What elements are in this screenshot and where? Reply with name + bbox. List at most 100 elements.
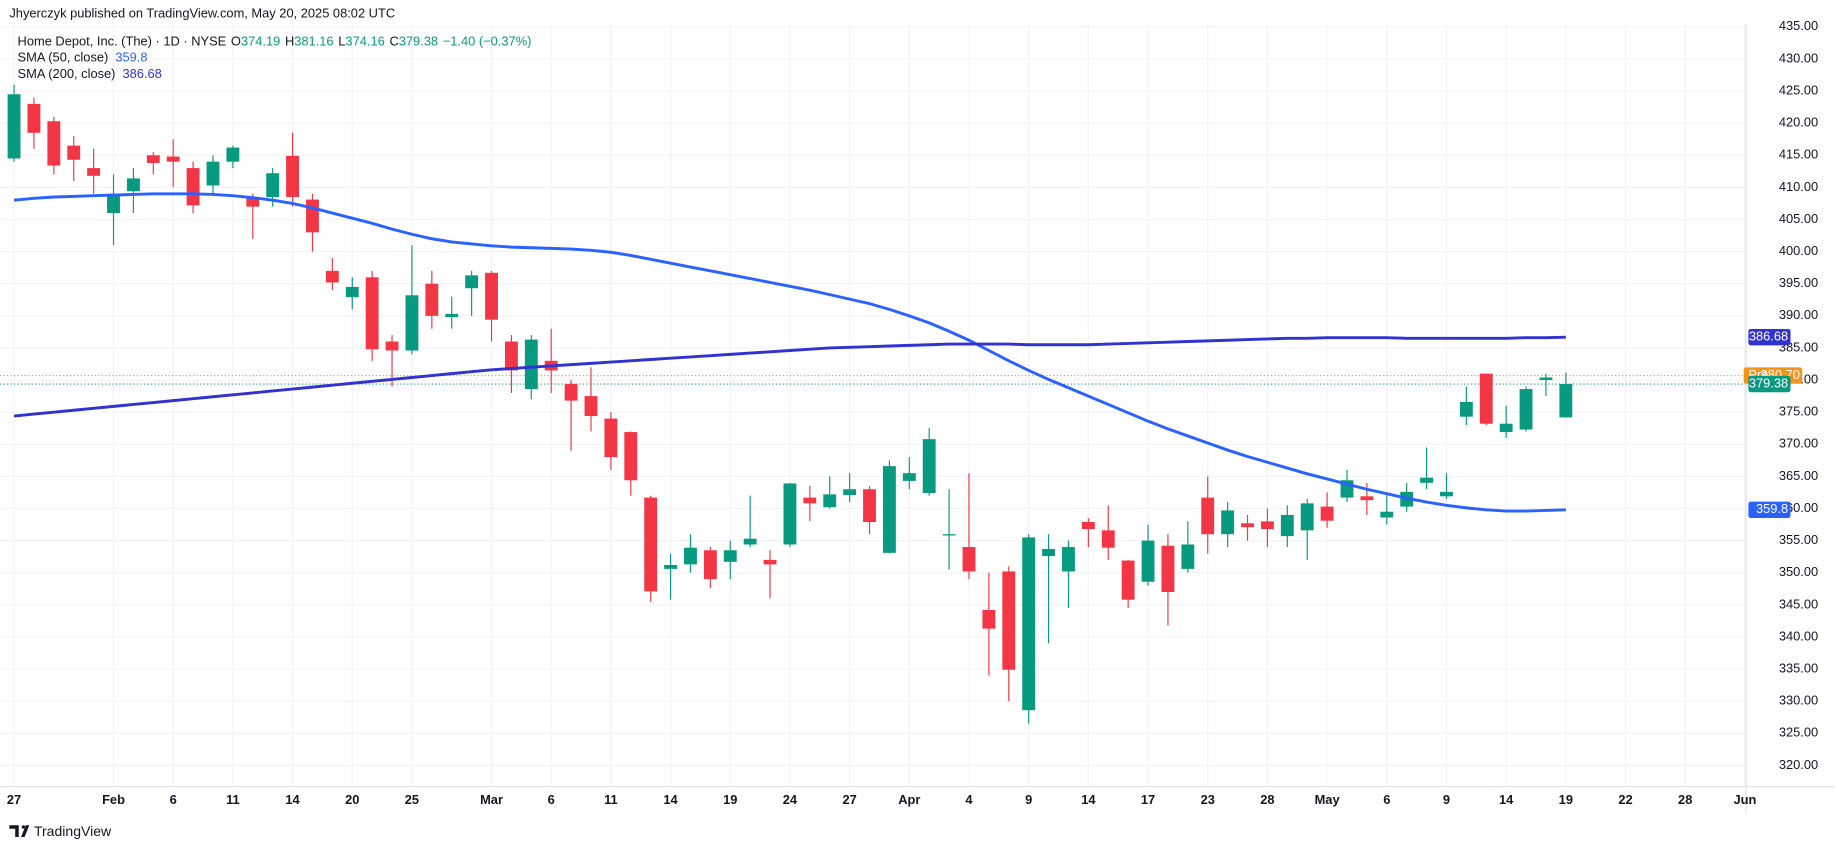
- legend-sma200: SMA (200, close) 386.68: [18, 66, 162, 81]
- candle-body: [1181, 544, 1195, 569]
- y-tick-label: 425.00: [1779, 82, 1818, 97]
- candle-body: [524, 339, 538, 390]
- candle-body: [47, 121, 61, 166]
- candle-body: [226, 147, 240, 162]
- x-tick-label: 27: [7, 792, 21, 807]
- sma-price-label-bg: [1748, 328, 1791, 346]
- x-tick-label: 28: [1260, 792, 1274, 807]
- header: Jhyerczyk published on TradingView.com, …: [9, 6, 395, 21]
- y-tick-label: 320.00: [1779, 757, 1818, 772]
- candle-body: [345, 286, 359, 298]
- x-tick-label: 9: [1443, 792, 1450, 807]
- legend-ohlc-value: 381.16: [294, 34, 333, 49]
- x-tick-label: Jun: [1733, 792, 1756, 807]
- y-tick-label: 340.00: [1779, 628, 1818, 643]
- y-tick-label: 415.00: [1779, 147, 1818, 162]
- candle-body: [1499, 423, 1513, 433]
- candle-body: [1042, 548, 1056, 557]
- legend-ohlc-prefix: L: [338, 34, 345, 49]
- x-tick-label: 9: [1025, 792, 1032, 807]
- candle-body: [246, 197, 260, 207]
- candle-body: [783, 483, 797, 545]
- candle-body: [206, 161, 220, 186]
- candle-body: [1360, 496, 1374, 501]
- x-tick-label: 19: [723, 792, 737, 807]
- y-tick-label: 400.00: [1779, 243, 1818, 258]
- y-tick-label: 410.00: [1779, 179, 1818, 194]
- y-tick-label: 390.00: [1779, 307, 1818, 322]
- candle-body: [922, 439, 936, 494]
- legend-ohlc-value: 374.16: [345, 34, 384, 49]
- candle-body: [942, 534, 956, 536]
- y-tick-label: 370.00: [1779, 436, 1818, 451]
- x-tick-label: Apr: [898, 792, 920, 807]
- candle-body: [1221, 510, 1235, 535]
- candle-body: [1022, 537, 1036, 711]
- legend-ohlc-value: 379.38: [399, 34, 438, 49]
- candle-body: [684, 547, 697, 565]
- x-tick-label: 27: [842, 792, 856, 807]
- candle-body: [743, 538, 757, 545]
- candle-body: [465, 275, 479, 289]
- candle-body: [126, 178, 140, 192]
- y-tick-label: 330.00: [1779, 693, 1818, 708]
- candle-body: [7, 94, 21, 159]
- candle-body: [266, 173, 280, 198]
- candle-body: [1280, 514, 1294, 537]
- candle-body: [1459, 401, 1473, 417]
- candle-body: [723, 550, 737, 562]
- candle-body: [644, 497, 658, 592]
- candle-body: [1201, 497, 1215, 535]
- x-tick-label: 4: [965, 792, 973, 807]
- candle-body: [1241, 523, 1254, 528]
- y-tick-label: 430.00: [1779, 50, 1818, 65]
- last-price-label: 379.38: [1749, 375, 1788, 390]
- last-price-label-bg: [1748, 375, 1791, 393]
- candle-body: [882, 466, 896, 553]
- candle-body: [1062, 547, 1075, 572]
- candle-body: [166, 156, 180, 162]
- legend-series-name: SMA (200, close): [18, 66, 116, 81]
- candle-body: [1440, 491, 1453, 497]
- y-tick-label: 395.00: [1779, 275, 1818, 290]
- y-tick-label: 335.00: [1779, 660, 1818, 675]
- legend-ohlc-prefix: O: [231, 34, 241, 49]
- candle-body: [1141, 540, 1155, 582]
- sma-price-label-bg: [1748, 501, 1791, 518]
- candle-body: [445, 313, 459, 318]
- x-tick-label: 14: [285, 792, 300, 807]
- x-tick-label: 14: [1081, 792, 1096, 807]
- x-tick-label: Mar: [480, 792, 503, 807]
- candle-body: [425, 283, 439, 316]
- y-tick-label: 435.00: [1779, 18, 1818, 33]
- candle-body: [1479, 373, 1493, 424]
- candle-body: [584, 396, 598, 417]
- candle-body: [982, 609, 996, 629]
- candle-body: [624, 432, 638, 481]
- candle-body: [664, 565, 678, 569]
- candle-body: [385, 341, 399, 351]
- sma-line: [13, 192, 1566, 513]
- x-tick-label: May: [1315, 792, 1341, 807]
- legend-ohlc-prefix: C: [389, 34, 398, 49]
- candle-body: [186, 168, 200, 206]
- y-tick-label: 420.00: [1779, 115, 1818, 130]
- candle-body: [1380, 511, 1394, 518]
- candle-body: [1002, 571, 1016, 670]
- x-tick-label: 6: [548, 792, 555, 807]
- candle-body: [365, 277, 379, 350]
- candle-body: [325, 270, 339, 283]
- sma-line: [13, 335, 1566, 418]
- y-tick-label: 325.00: [1779, 725, 1818, 740]
- candle-body: [823, 494, 837, 508]
- candle-body: [1101, 530, 1115, 548]
- legend-series-value: 359.8: [115, 50, 147, 65]
- x-tick-label: 20: [345, 792, 359, 807]
- legend-title: Home Depot, Inc. (The) · 1D · NYSE: [18, 34, 227, 49]
- footer: TradingView: [34, 823, 112, 839]
- candle-body: [1300, 503, 1314, 531]
- sma-price-label: 386.68: [1749, 329, 1788, 344]
- candle-body: [803, 497, 817, 504]
- candle-body: [1420, 477, 1434, 483]
